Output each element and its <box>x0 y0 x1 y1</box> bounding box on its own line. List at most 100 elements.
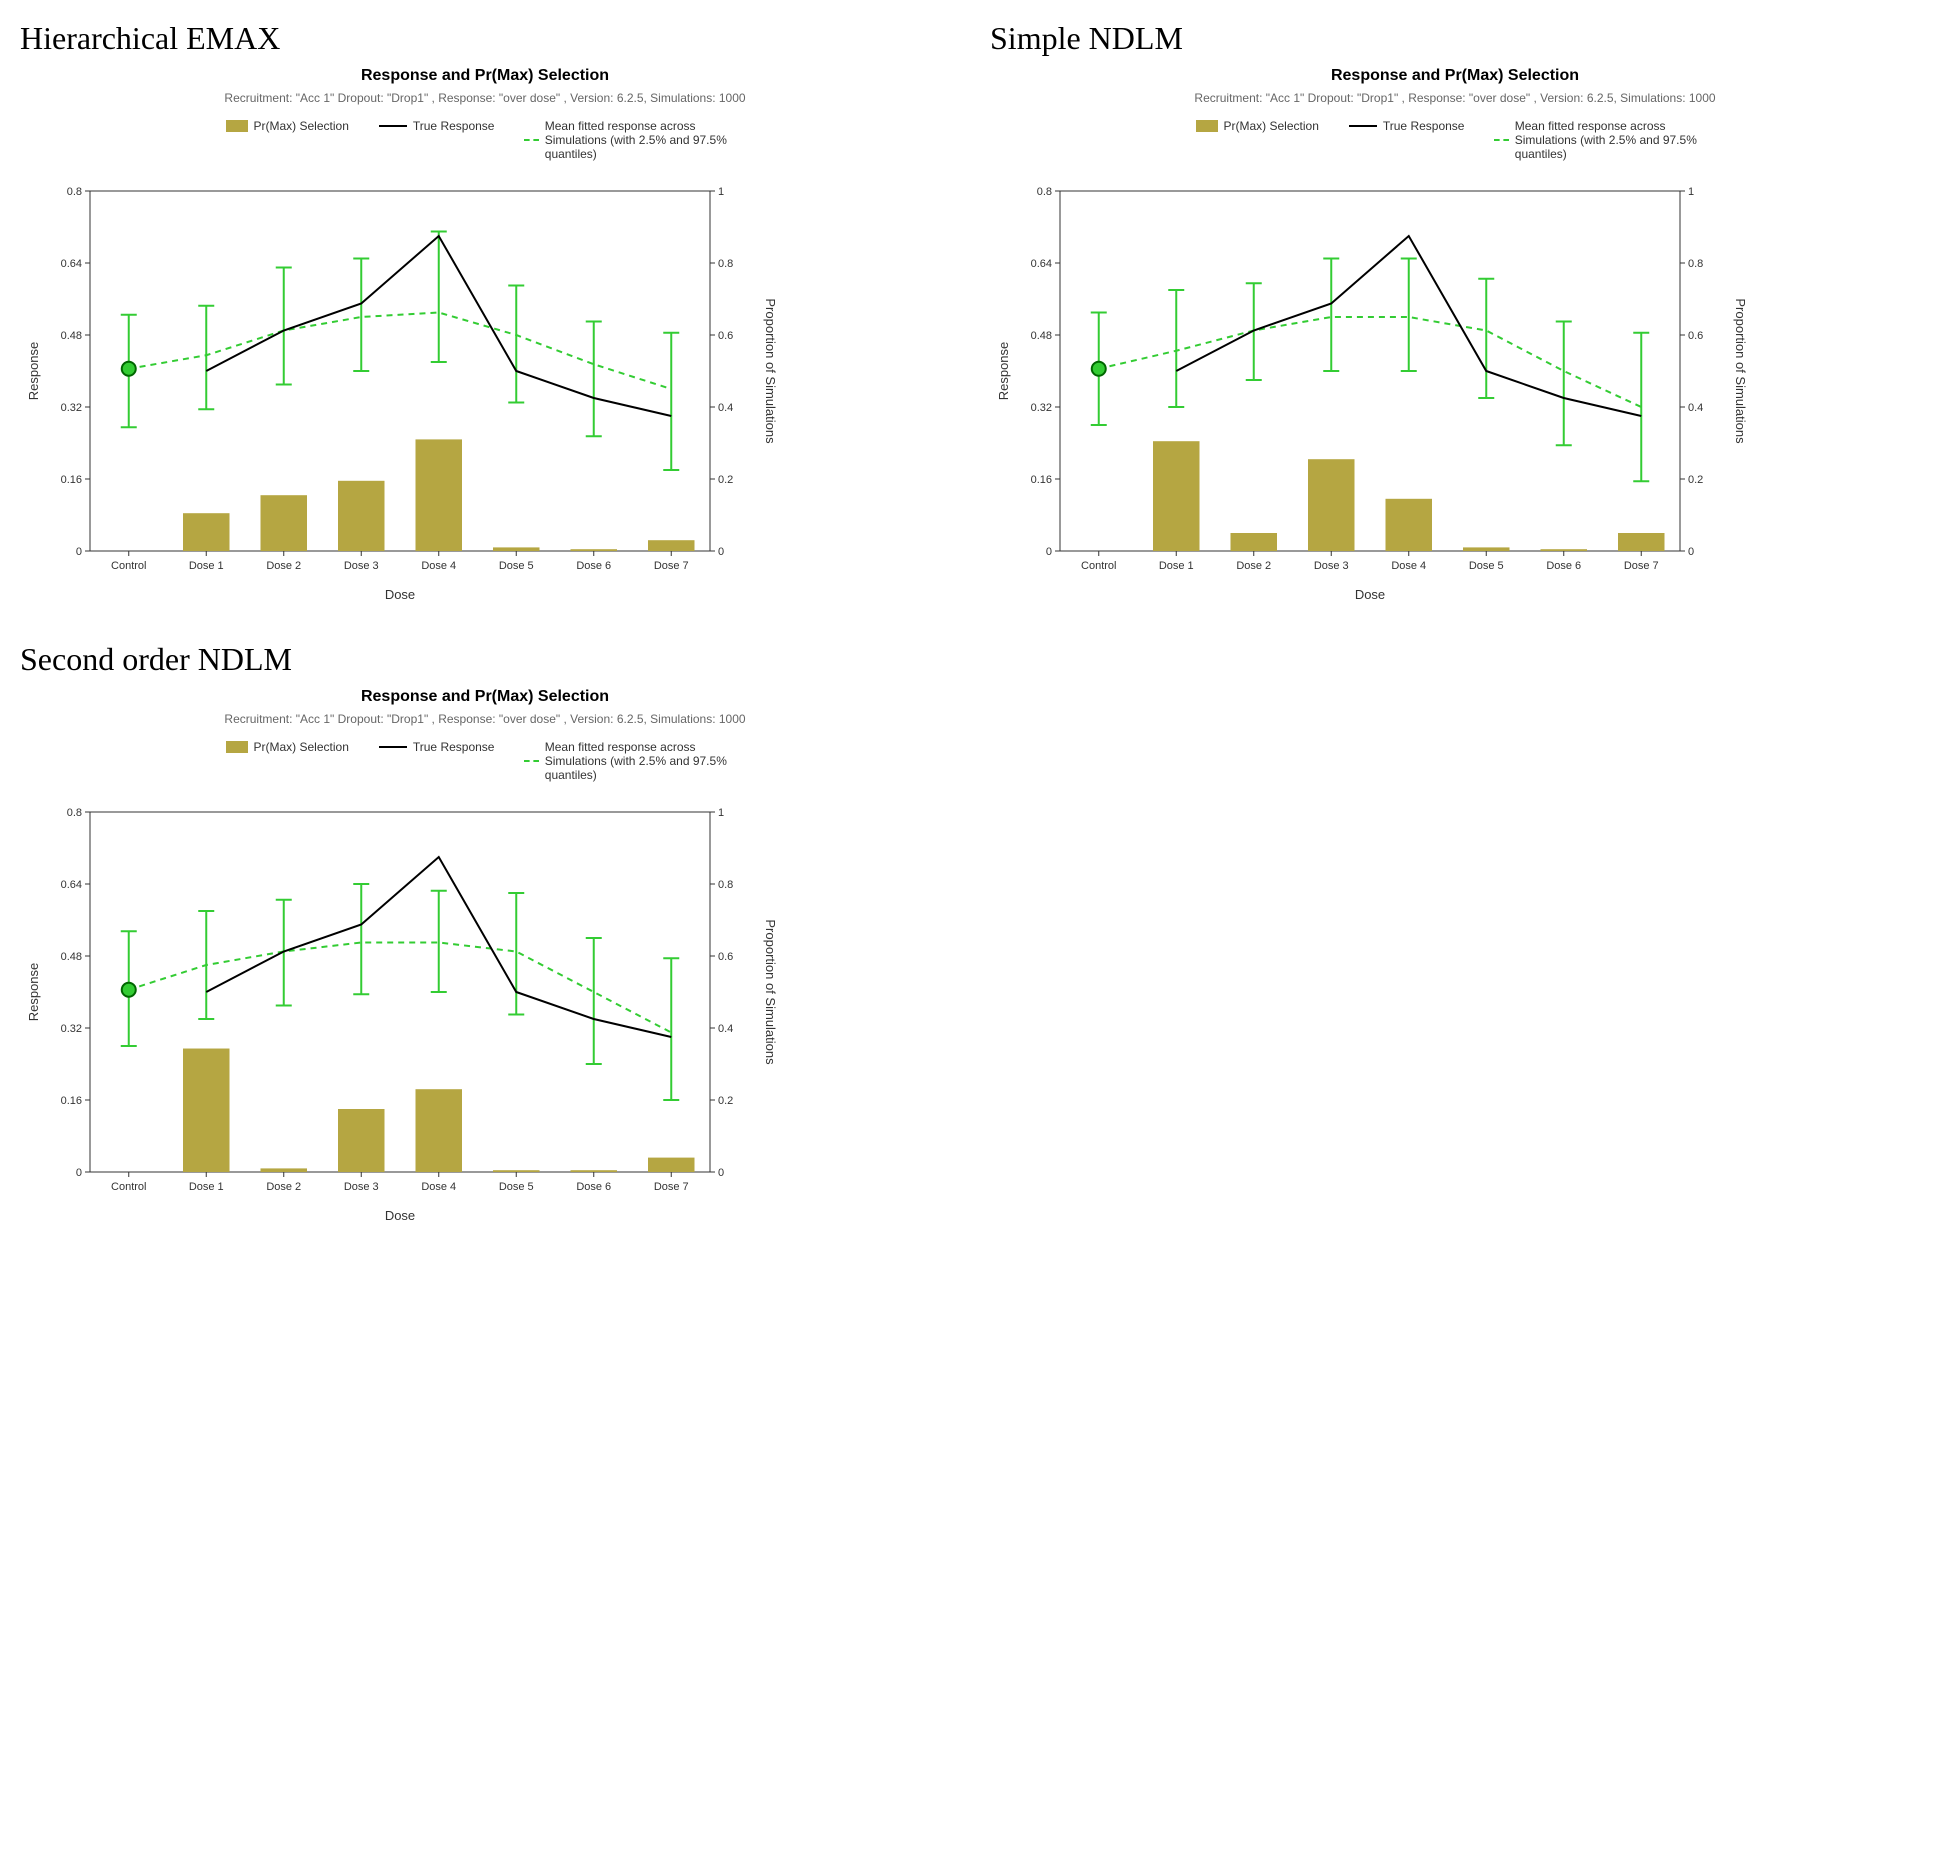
svg-text:1: 1 <box>718 186 724 198</box>
svg-text:0.6: 0.6 <box>718 330 733 342</box>
svg-text:0.64: 0.64 <box>61 258 82 270</box>
svg-text:Dose 5: Dose 5 <box>499 560 534 572</box>
svg-text:Dose 6: Dose 6 <box>1546 560 1581 572</box>
svg-text:0.8: 0.8 <box>718 879 733 891</box>
panel-second: Second order NDLM Response and Pr(Max) Se… <box>20 641 950 1232</box>
svg-text:0: 0 <box>1046 546 1052 558</box>
svg-text:Dose 1: Dose 1 <box>1159 560 1194 572</box>
chart-title: Response and Pr(Max) Selection <box>990 67 1920 85</box>
bar <box>183 513 230 551</box>
svg-text:0: 0 <box>718 546 724 558</box>
svg-text:0.32: 0.32 <box>61 402 82 414</box>
bar <box>1618 533 1665 551</box>
legend-bar: Pr(Max) Selection <box>1196 119 1319 133</box>
svg-text:0.4: 0.4 <box>1688 402 1703 414</box>
legend-line: True Response <box>379 740 495 754</box>
bar <box>1386 499 1433 551</box>
bar <box>648 540 695 551</box>
legend-line: True Response <box>1349 119 1465 133</box>
bar <box>571 549 618 551</box>
svg-text:Response: Response <box>26 342 41 401</box>
bar <box>571 1170 618 1172</box>
svg-text:Dose: Dose <box>385 1208 415 1223</box>
legend-bar: Pr(Max) Selection <box>226 119 349 133</box>
control-point-icon <box>122 362 136 376</box>
bar <box>338 481 385 551</box>
bar-swatch-icon <box>226 741 248 753</box>
panel-title: Second order NDLM <box>20 641 950 678</box>
bar-swatch-icon <box>226 120 248 132</box>
legend-fitted: Mean fitted response across Simulations … <box>1494 119 1714 161</box>
svg-text:0.4: 0.4 <box>718 1023 733 1035</box>
chart-svg: 00.160.320.480.640.800.20.40.60.81Contro… <box>990 181 1750 611</box>
legend-line-label: True Response <box>413 119 495 133</box>
svg-text:Dose 6: Dose 6 <box>576 1181 611 1193</box>
svg-text:0.4: 0.4 <box>718 402 733 414</box>
svg-text:Dose 2: Dose 2 <box>1236 560 1271 572</box>
svg-text:0.16: 0.16 <box>1031 474 1052 486</box>
svg-text:0.8: 0.8 <box>718 258 733 270</box>
legend-bar-label: Pr(Max) Selection <box>254 740 349 754</box>
svg-text:Dose 1: Dose 1 <box>189 560 224 572</box>
svg-text:Dose 3: Dose 3 <box>1314 560 1349 572</box>
svg-text:0.8: 0.8 <box>67 186 82 198</box>
bar-swatch-icon <box>1196 120 1218 132</box>
svg-text:Dose 3: Dose 3 <box>344 1181 379 1193</box>
panel-simple: Simple NDLM Response and Pr(Max) Selectio… <box>990 20 1920 611</box>
panel-emax: Hierarchical EMAXResponse and Pr(Max) Se… <box>20 20 950 611</box>
svg-text:0.6: 0.6 <box>1688 330 1703 342</box>
chart-subtitle: Recruitment: "Acc 1" Dropout: "Drop1" , … <box>990 91 1920 105</box>
svg-text:Dose 5: Dose 5 <box>499 1181 534 1193</box>
svg-text:0.8: 0.8 <box>1688 258 1703 270</box>
svg-text:Control: Control <box>111 560 146 572</box>
chart-svg: 00.160.320.480.640.800.20.40.60.81Contro… <box>20 181 780 611</box>
svg-text:0.32: 0.32 <box>61 1023 82 1035</box>
bar <box>1308 459 1355 551</box>
panel-title: Simple NDLM <box>990 20 1920 57</box>
svg-text:0.16: 0.16 <box>61 1095 82 1107</box>
svg-text:Dose 7: Dose 7 <box>1624 560 1659 572</box>
control-point-icon <box>1092 362 1106 376</box>
bar <box>416 1089 463 1172</box>
svg-text:0.32: 0.32 <box>1031 402 1052 414</box>
legend-bar-label: Pr(Max) Selection <box>1224 119 1319 133</box>
bar <box>1463 547 1510 551</box>
svg-text:Proportion of Simulations: Proportion of Simulations <box>763 919 778 1065</box>
line-swatch-icon <box>379 746 407 748</box>
chart-title: Response and Pr(Max) Selection <box>20 688 950 706</box>
bar <box>416 439 463 551</box>
bar <box>338 1109 385 1172</box>
legend-fitted: Mean fitted response across Simulations … <box>524 119 744 161</box>
svg-text:Dose 1: Dose 1 <box>189 1181 224 1193</box>
legend-line: True Response <box>379 119 495 133</box>
svg-text:Response: Response <box>26 963 41 1022</box>
svg-text:Dose 4: Dose 4 <box>421 1181 456 1193</box>
bar <box>493 547 540 551</box>
legend-line-label: True Response <box>1383 119 1465 133</box>
bar <box>1541 549 1588 551</box>
line-swatch-icon <box>1349 125 1377 127</box>
svg-text:0.48: 0.48 <box>61 951 82 963</box>
line-swatch-icon <box>379 125 407 127</box>
svg-text:0.2: 0.2 <box>1688 474 1703 486</box>
svg-text:Dose: Dose <box>1355 587 1385 602</box>
bar <box>261 495 308 551</box>
svg-text:1: 1 <box>718 807 724 819</box>
bar <box>1153 441 1200 551</box>
svg-text:0: 0 <box>76 546 82 558</box>
legend-fitted-label: Mean fitted response across Simulations … <box>545 740 745 782</box>
svg-text:0.16: 0.16 <box>61 474 82 486</box>
svg-text:0.64: 0.64 <box>61 879 82 891</box>
chart-subtitle: Recruitment: "Acc 1" Dropout: "Drop1" , … <box>20 712 950 726</box>
svg-text:0: 0 <box>718 1167 724 1179</box>
svg-text:0.64: 0.64 <box>1031 258 1052 270</box>
panel-title: Hierarchical EMAX <box>20 20 950 57</box>
svg-text:Proportion of Simulations: Proportion of Simulations <box>763 298 778 444</box>
svg-text:0.48: 0.48 <box>61 330 82 342</box>
control-point-icon <box>122 983 136 997</box>
svg-text:Dose 5: Dose 5 <box>1469 560 1504 572</box>
svg-text:Response: Response <box>996 342 1011 401</box>
chart-subtitle: Recruitment: "Acc 1" Dropout: "Drop1" , … <box>20 91 950 105</box>
legend-fitted: Mean fitted response across Simulations … <box>524 740 744 782</box>
svg-text:0.8: 0.8 <box>67 807 82 819</box>
